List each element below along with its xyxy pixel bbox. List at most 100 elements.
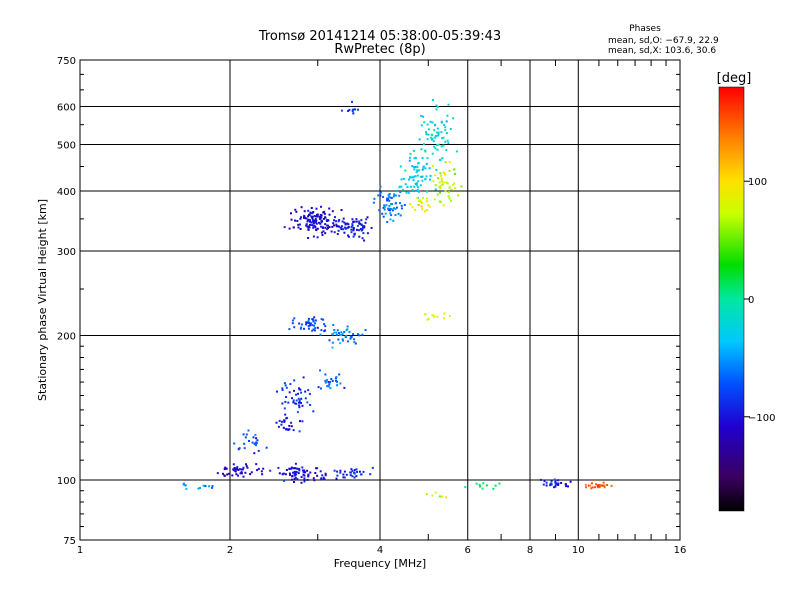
echo-point bbox=[312, 211, 315, 213]
x-tick-label: 1 bbox=[77, 545, 83, 556]
echo-point bbox=[281, 389, 284, 391]
echo-point bbox=[347, 223, 350, 226]
echo-point bbox=[322, 227, 324, 229]
echo-point bbox=[331, 225, 334, 228]
echo-point bbox=[344, 336, 347, 338]
echo-point bbox=[343, 231, 346, 234]
echo-point bbox=[360, 219, 363, 222]
echo-point bbox=[283, 407, 286, 410]
echo-point bbox=[419, 184, 422, 187]
echo-point bbox=[426, 318, 429, 321]
echo-point bbox=[342, 217, 345, 220]
echo-point bbox=[302, 473, 305, 476]
echo-point bbox=[236, 467, 239, 470]
echo-point bbox=[307, 218, 310, 221]
echo-point bbox=[351, 110, 354, 113]
y-tick-label: 200 bbox=[57, 332, 76, 343]
echo-point bbox=[452, 117, 455, 120]
echo-point bbox=[421, 175, 424, 178]
echo-point bbox=[296, 220, 299, 222]
echo-point bbox=[545, 481, 548, 484]
echo-point bbox=[603, 484, 606, 487]
echo-point bbox=[446, 139, 449, 142]
echo-point bbox=[283, 479, 285, 482]
y-tick-label: 750 bbox=[57, 56, 76, 67]
echo-point bbox=[340, 227, 343, 230]
echo-point bbox=[237, 469, 240, 471]
echo-point bbox=[388, 204, 391, 207]
echo-point bbox=[345, 473, 348, 476]
echo-point bbox=[389, 196, 392, 199]
echo-point bbox=[395, 202, 397, 205]
echo-point bbox=[299, 217, 302, 220]
echo-point bbox=[324, 329, 327, 332]
echo-point bbox=[328, 226, 331, 228]
echo-point bbox=[422, 143, 425, 146]
echo-point bbox=[216, 472, 219, 475]
echo-point bbox=[315, 207, 318, 210]
echo-point bbox=[309, 223, 311, 226]
echo-point bbox=[288, 472, 291, 475]
echo-point bbox=[292, 226, 295, 229]
echo-point bbox=[240, 468, 243, 471]
echo-point bbox=[295, 471, 298, 473]
echo-point bbox=[434, 123, 437, 126]
echo-point bbox=[339, 342, 342, 345]
echo-point bbox=[249, 473, 252, 476]
echo-point bbox=[331, 380, 334, 382]
echo-point bbox=[300, 206, 303, 209]
echo-point bbox=[305, 323, 308, 326]
echo-point bbox=[421, 157, 424, 160]
echo-point bbox=[312, 328, 315, 331]
echo-point bbox=[250, 471, 253, 474]
echo-point bbox=[324, 381, 327, 384]
echo-point bbox=[362, 232, 365, 235]
grid-lines bbox=[80, 60, 680, 540]
echo-point bbox=[247, 429, 250, 432]
echo-point bbox=[352, 235, 355, 238]
echo-point bbox=[340, 209, 343, 211]
echo-point bbox=[425, 209, 428, 211]
echo-point bbox=[332, 222, 335, 225]
echo-point bbox=[424, 178, 427, 181]
echo-point bbox=[446, 182, 449, 185]
echo-point bbox=[343, 221, 346, 224]
phases-title: Phases bbox=[629, 24, 661, 34]
echo-point bbox=[299, 223, 301, 226]
echo-point bbox=[457, 194, 460, 197]
echo-point bbox=[447, 142, 450, 145]
echo-point bbox=[550, 480, 553, 483]
echo-point bbox=[426, 197, 428, 200]
echo-point bbox=[539, 478, 542, 481]
echo-point bbox=[416, 165, 419, 168]
echo-point bbox=[336, 384, 339, 387]
echo-point bbox=[301, 404, 304, 407]
echo-point bbox=[453, 182, 456, 185]
echo-point bbox=[284, 384, 287, 387]
echo-point bbox=[339, 334, 342, 336]
echo-point bbox=[318, 221, 320, 224]
echo-point bbox=[442, 204, 445, 207]
echo-point bbox=[348, 330, 351, 333]
echo-point bbox=[322, 476, 325, 479]
echo-point bbox=[303, 480, 306, 483]
echo-point bbox=[315, 467, 318, 470]
echo-point bbox=[362, 225, 364, 228]
echo-point bbox=[306, 321, 308, 324]
echo-point bbox=[313, 221, 316, 224]
echo-point bbox=[320, 477, 323, 480]
echo-point bbox=[351, 224, 354, 227]
echo-point bbox=[401, 207, 403, 210]
echo-point bbox=[422, 197, 425, 199]
echo-point bbox=[437, 134, 440, 137]
echo-point bbox=[417, 161, 420, 164]
echo-point bbox=[204, 485, 207, 487]
echo-point bbox=[589, 484, 591, 487]
echo-point bbox=[353, 341, 356, 344]
echo-point bbox=[297, 392, 299, 395]
echo-point bbox=[460, 185, 463, 188]
echo-point bbox=[361, 237, 364, 240]
echo-point bbox=[419, 200, 422, 203]
echo-point bbox=[185, 487, 188, 490]
